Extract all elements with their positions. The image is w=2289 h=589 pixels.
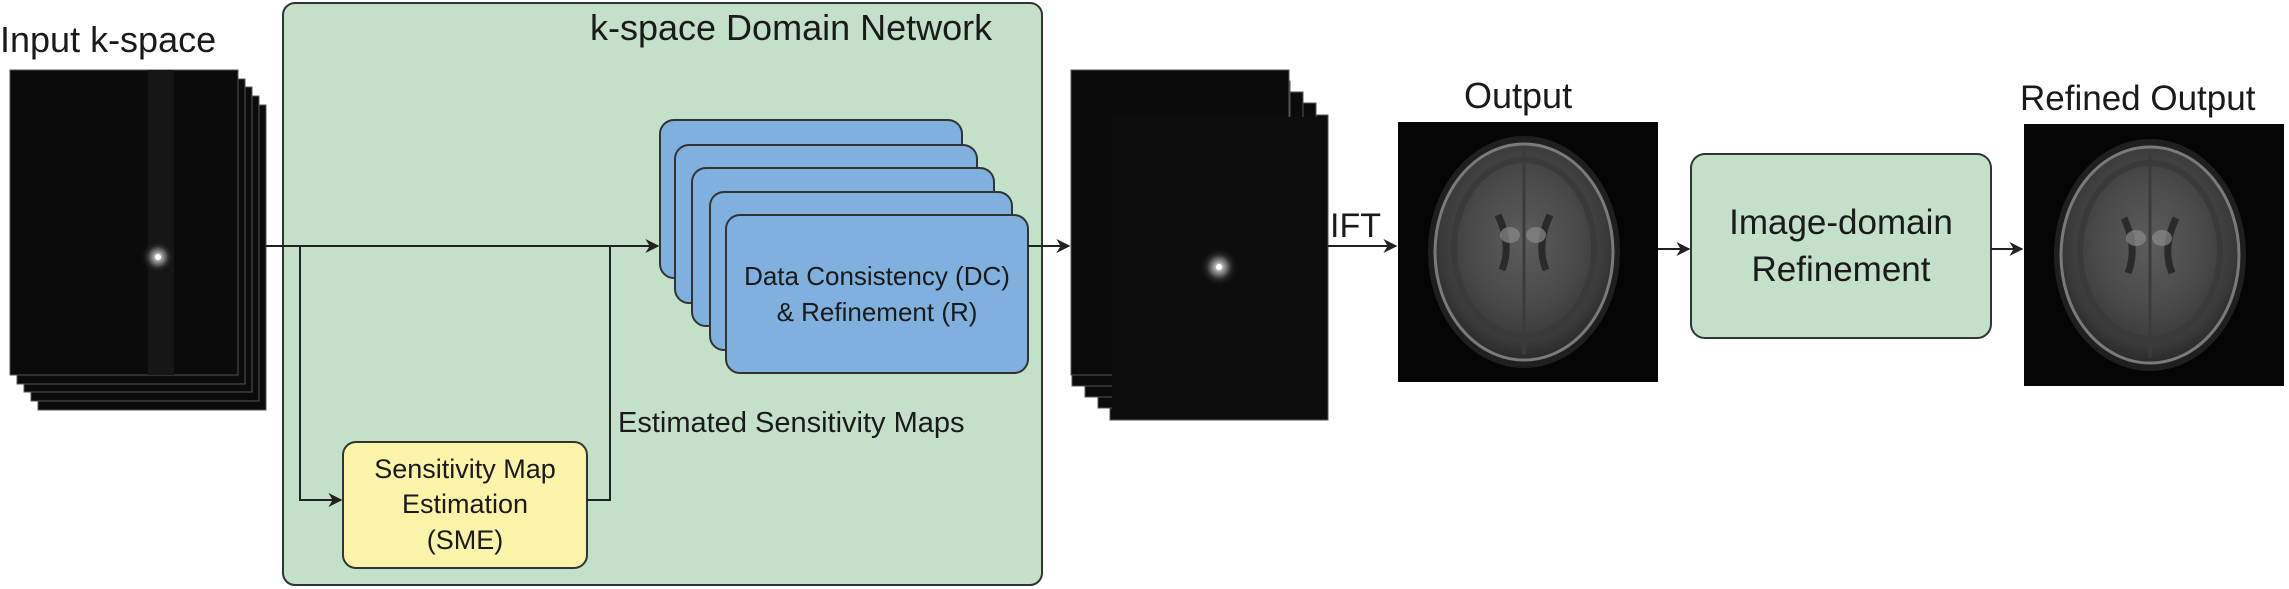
refined-output-mri-image	[2024, 124, 2284, 386]
sme-line-1: Sensitivity Map	[374, 454, 556, 485]
sme-line-2: Estimation	[401, 489, 529, 520]
sme-line-3: (SME)	[426, 524, 504, 555]
dc-line-1: Data Consistency (DC)	[744, 260, 1010, 291]
connectors	[266, 239, 2024, 507]
sme-box	[342, 441, 588, 569]
sme-text: Sensitivity Map Estimation (SME)	[343, 442, 587, 568]
dc-refinement-text: Data Consistency (DC) & Refinement (R)	[726, 215, 1028, 373]
image-domain-refinement-text: Image-domain Refinement	[1691, 154, 1991, 338]
input-kspace-label: Input k-space	[0, 19, 217, 60]
line-sme-to-main	[587, 246, 611, 501]
ift-label: IFT	[1330, 207, 1381, 245]
estimated-sensitivity-maps-label: Estimated Sensitivity Maps	[618, 407, 965, 439]
dc-refinement-stack	[659, 119, 1029, 374]
refined-output-label: Refined Output	[2020, 79, 2256, 118]
img-line-1: Image-domain	[1729, 202, 1953, 242]
output-mri-image	[1398, 122, 1658, 382]
image-domain-refinement-box	[1690, 153, 1992, 339]
input-kspace-stack	[9, 69, 267, 411]
kspace-output-stack	[1070, 69, 1329, 421]
dc-refinement-box	[725, 214, 1029, 374]
dc-line-2: & Refinement (R)	[776, 297, 978, 327]
img-line-2: Refinement	[1751, 250, 1931, 289]
arrow-input-to-sme	[299, 246, 343, 507]
output-label: Output	[1464, 75, 1573, 116]
network-title: k-space Domain Network	[590, 7, 993, 48]
